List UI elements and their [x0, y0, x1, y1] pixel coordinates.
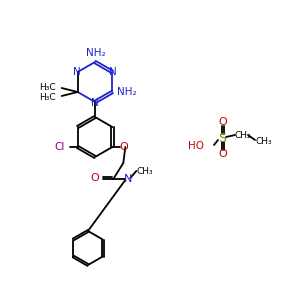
- Text: N: N: [110, 67, 117, 77]
- Text: O: O: [219, 117, 227, 127]
- Text: NH₂: NH₂: [116, 87, 136, 97]
- Text: Cl: Cl: [54, 142, 65, 152]
- Text: O: O: [219, 149, 227, 159]
- Text: N: N: [73, 67, 81, 77]
- Text: CH₃: CH₃: [136, 167, 153, 176]
- Text: H₃C: H₃C: [39, 82, 56, 91]
- Text: N: N: [91, 98, 99, 108]
- Text: CH₃: CH₃: [256, 136, 272, 146]
- Text: CH₂: CH₂: [235, 130, 251, 140]
- Text: S: S: [218, 131, 226, 145]
- Text: H₃C: H₃C: [39, 92, 56, 101]
- Text: O: O: [91, 173, 99, 183]
- Text: NH₂: NH₂: [86, 48, 106, 58]
- Text: HO: HO: [188, 141, 204, 151]
- Text: N: N: [124, 174, 133, 184]
- Text: O: O: [119, 142, 128, 152]
